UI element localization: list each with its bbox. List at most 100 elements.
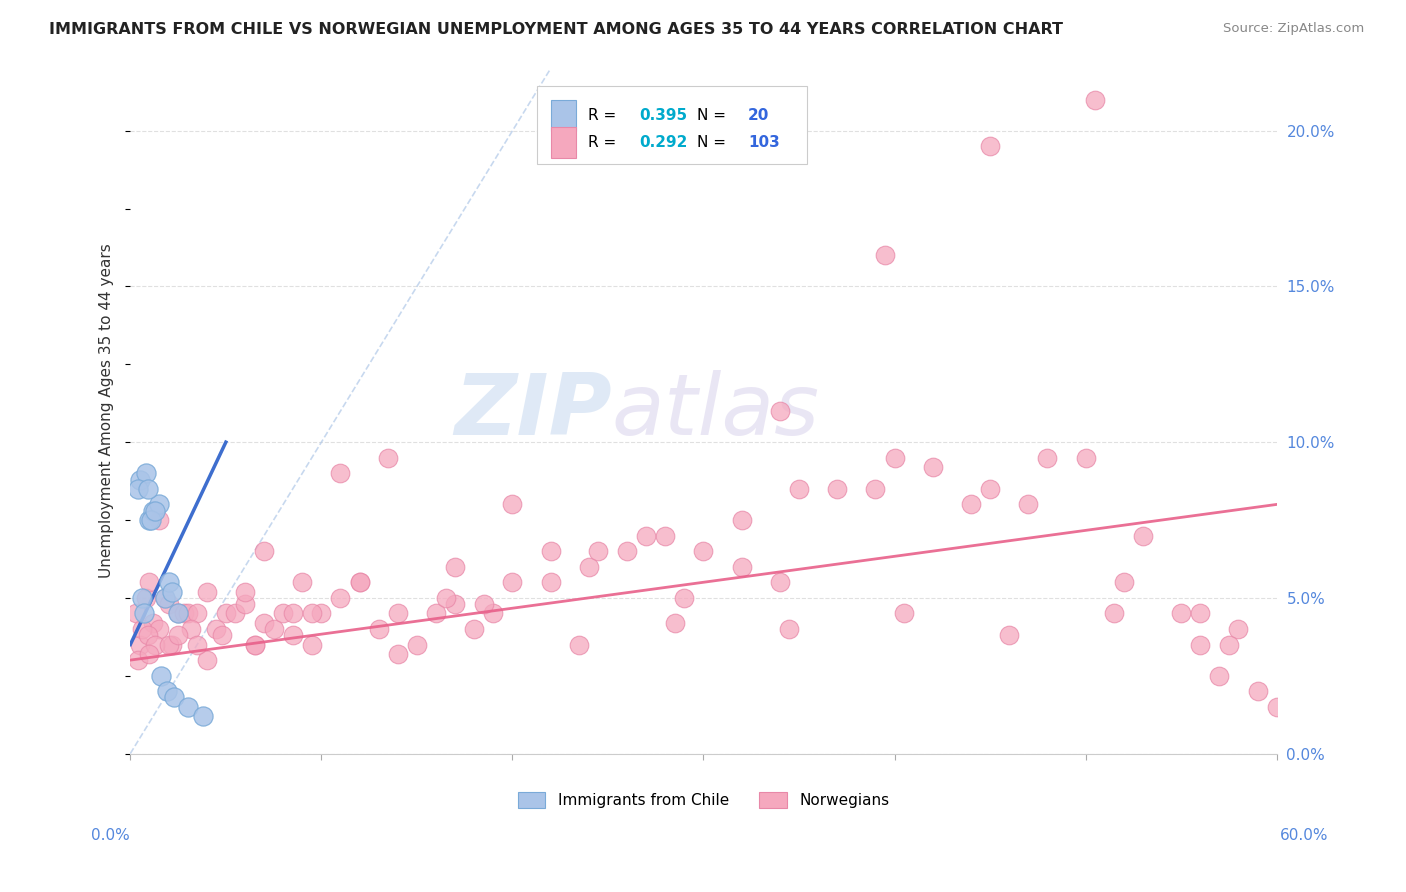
Point — [406, 638, 429, 652]
Text: 60.0%: 60.0% — [1281, 828, 1329, 843]
Point — [148, 497, 170, 511]
Point — [156, 684, 179, 698]
Point — [1246, 684, 1268, 698]
FancyBboxPatch shape — [551, 100, 576, 131]
Point — [148, 622, 170, 636]
Point — [673, 591, 696, 605]
Point — [779, 622, 801, 636]
Point — [664, 615, 686, 630]
Point — [1074, 450, 1097, 465]
Point — [153, 591, 176, 605]
Point — [1084, 93, 1107, 107]
Point — [135, 591, 157, 605]
Point — [636, 528, 658, 542]
Legend: Immigrants from Chile, Norwegians: Immigrants from Chile, Norwegians — [512, 786, 896, 814]
Point — [132, 607, 155, 621]
Text: 0.395: 0.395 — [640, 108, 688, 123]
Point — [1112, 575, 1135, 590]
Point — [865, 482, 887, 496]
Point — [136, 482, 159, 496]
Point — [157, 638, 180, 652]
Point — [138, 513, 160, 527]
Point — [142, 615, 165, 630]
Point — [588, 544, 610, 558]
Point — [540, 544, 562, 558]
Point — [654, 528, 676, 542]
Point — [501, 497, 523, 511]
Point — [148, 513, 170, 527]
Point — [143, 503, 166, 517]
Point — [349, 575, 371, 590]
Point — [425, 607, 447, 621]
Point — [1036, 450, 1059, 465]
Point — [127, 653, 149, 667]
Point — [444, 597, 467, 611]
Text: Source: ZipAtlas.com: Source: ZipAtlas.com — [1223, 22, 1364, 36]
Point — [233, 584, 256, 599]
Point — [301, 607, 323, 621]
Text: N =: N = — [696, 108, 725, 123]
Point — [224, 607, 246, 621]
Point — [444, 559, 467, 574]
Point — [186, 638, 208, 652]
Point — [195, 653, 218, 667]
Point — [125, 607, 148, 621]
Point — [281, 607, 304, 621]
Point — [136, 628, 159, 642]
FancyBboxPatch shape — [537, 86, 807, 164]
Point — [191, 709, 214, 723]
Point — [153, 591, 176, 605]
Point — [329, 467, 352, 481]
Point — [167, 607, 190, 621]
Point — [998, 628, 1021, 642]
Point — [128, 473, 150, 487]
Point — [472, 597, 495, 611]
Point — [263, 622, 285, 636]
Point — [281, 628, 304, 642]
Point — [1132, 528, 1154, 542]
Point — [157, 597, 180, 611]
Text: R =: R = — [588, 135, 616, 150]
Point — [253, 615, 276, 630]
Point — [1265, 699, 1288, 714]
Text: R =: R = — [588, 108, 616, 123]
Point — [434, 591, 457, 605]
Point — [311, 607, 333, 621]
Point — [501, 575, 523, 590]
Point — [463, 622, 485, 636]
Point — [291, 575, 314, 590]
Point — [979, 139, 1001, 153]
Point — [163, 690, 186, 705]
Point — [1104, 607, 1126, 621]
Point — [921, 460, 943, 475]
Point — [271, 607, 294, 621]
Point — [731, 559, 754, 574]
Text: 20: 20 — [748, 108, 769, 123]
Point — [162, 638, 184, 652]
Point — [141, 513, 163, 527]
Point — [173, 607, 195, 621]
Point — [186, 607, 208, 621]
Text: ZIP: ZIP — [454, 369, 612, 452]
Point — [873, 248, 896, 262]
Point — [157, 575, 180, 590]
Point — [1227, 622, 1250, 636]
Point — [979, 482, 1001, 496]
Text: 0.0%: 0.0% — [91, 828, 131, 843]
Point — [180, 622, 202, 636]
Point — [883, 450, 905, 465]
Point — [787, 482, 810, 496]
Point — [367, 622, 389, 636]
Point — [176, 607, 198, 621]
Point — [482, 607, 505, 621]
FancyBboxPatch shape — [551, 127, 576, 158]
Point — [769, 404, 792, 418]
Point — [162, 584, 184, 599]
Point — [893, 607, 915, 621]
Point — [540, 575, 562, 590]
Text: atlas: atlas — [612, 369, 820, 452]
Point — [215, 607, 238, 621]
Point — [233, 597, 256, 611]
Point — [135, 467, 157, 481]
Point — [578, 559, 600, 574]
